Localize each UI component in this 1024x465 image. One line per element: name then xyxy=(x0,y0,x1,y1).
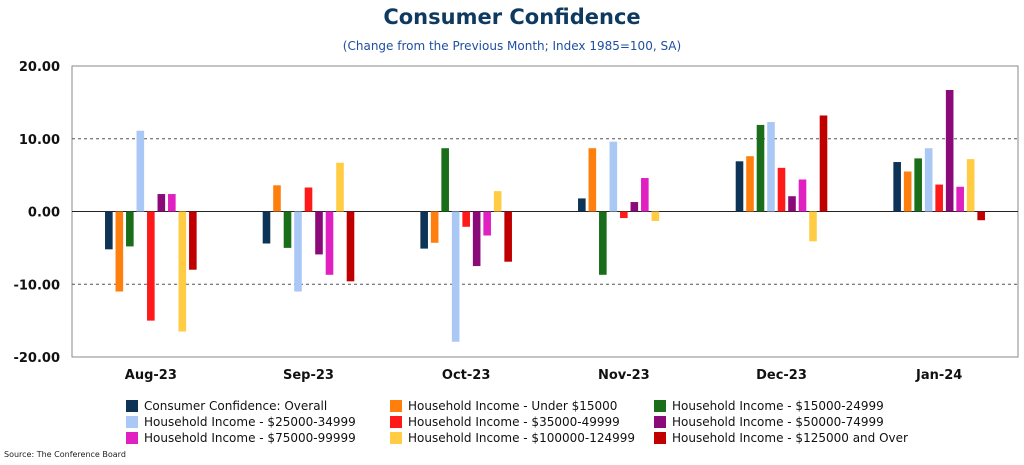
bar-dec-23-series-7 xyxy=(798,179,807,212)
x-tick-label: Jan-24 xyxy=(915,368,962,383)
legend-swatch xyxy=(654,416,666,428)
legend-item: Household Income - $50000-74999 xyxy=(654,415,884,429)
bar-sep-23-series-1 xyxy=(262,211,271,244)
bar-aug-23-series-9 xyxy=(189,211,197,270)
bar-nov-23-series-2 xyxy=(588,148,597,212)
bar-nov-23-series-8 xyxy=(651,211,660,221)
bar-sep-23-series-5 xyxy=(304,187,313,212)
legend-label: Household Income - $100000-124999 xyxy=(408,431,636,445)
legend-item: Household Income - $100000-124999 xyxy=(390,431,635,445)
source-note: Source: The Conference Board xyxy=(4,450,126,459)
legend-item: Consumer Confidence: Overall xyxy=(126,399,327,413)
bar-aug-23-series-7 xyxy=(168,194,176,212)
legend-swatch xyxy=(654,432,666,444)
legend-item: Household Income - $125000 and Over xyxy=(654,431,908,445)
bar-jan-24-series-5 xyxy=(935,184,943,212)
bar-nov-23-series-6 xyxy=(630,202,639,212)
bar-aug-23-series-6 xyxy=(157,194,166,212)
legend-swatch xyxy=(390,416,402,428)
bar-dec-23-series-4 xyxy=(767,122,775,212)
bar-sep-23-series-7 xyxy=(325,211,334,275)
bar-jan-24-series-4 xyxy=(924,148,933,212)
bar-jan-24-series-8 xyxy=(966,159,975,212)
bar-aug-23-series-4 xyxy=(136,130,145,212)
legend-item: Household Income - $25000-34999 xyxy=(126,415,356,429)
bar-oct-23-series-9 xyxy=(504,211,512,262)
legend-label: Household Income - $15000-24999 xyxy=(672,399,884,413)
bar-oct-23-series-5 xyxy=(462,211,470,227)
bar-dec-23-series-5 xyxy=(777,167,786,212)
legend-item: Household Income - $35000-49999 xyxy=(390,415,620,429)
bar-aug-23-series-3 xyxy=(126,211,134,247)
legend-swatch xyxy=(654,400,666,412)
y-tick-label: 0.00 xyxy=(28,206,60,221)
bar-oct-23-series-3 xyxy=(441,148,449,212)
bar-oct-23-series-1 xyxy=(420,211,428,249)
bar-oct-23-series-4 xyxy=(451,211,460,342)
bar-jan-24-series-6 xyxy=(945,90,954,212)
bar-oct-23-series-6 xyxy=(472,211,481,267)
legend-swatch xyxy=(390,400,402,412)
legend-swatch xyxy=(126,400,138,412)
y-tick-label: 20.00 xyxy=(19,60,60,75)
bar-dec-23-series-1 xyxy=(735,161,744,212)
y-tick-label: -10.00 xyxy=(13,278,60,293)
bar-jan-24-series-3 xyxy=(914,158,922,212)
bar-aug-23-series-8 xyxy=(178,211,187,332)
bar-jan-24-series-2 xyxy=(903,171,912,212)
bar-nov-23-series-4 xyxy=(609,141,618,212)
x-tick-label: Oct-23 xyxy=(442,368,490,383)
bar-oct-23-series-8 xyxy=(493,191,502,212)
legend-label: Household Income - $75000-99999 xyxy=(144,431,356,445)
bar-sep-23-series-6 xyxy=(315,211,323,255)
legend-item: Household Income - Under $15000 xyxy=(390,399,617,413)
bar-sep-23-series-8 xyxy=(336,162,344,212)
legend-label: Household Income - $25000-34999 xyxy=(144,415,356,429)
chart-subtitle: (Change from the Previous Month; Index 1… xyxy=(342,39,682,53)
legend-label: Household Income - $50000-74999 xyxy=(672,415,884,429)
bar-nov-23-series-1 xyxy=(578,198,586,212)
legend-label: Household Income - Under $15000 xyxy=(408,399,618,413)
legend-swatch xyxy=(126,432,138,444)
legend-label: Consumer Confidence: Overall xyxy=(144,399,328,413)
bar-sep-23-series-3 xyxy=(283,211,292,248)
legend-label: Household Income - $125000 and Over xyxy=(672,431,908,445)
legend-swatch xyxy=(390,432,402,444)
bar-sep-23-series-2 xyxy=(273,185,281,212)
y-tick-label: -20.00 xyxy=(13,351,60,366)
bar-dec-23-series-8 xyxy=(809,211,817,242)
x-tick-label: Sep-23 xyxy=(283,368,334,383)
bar-jan-24-series-1 xyxy=(893,162,901,212)
x-tick-label: Aug-23 xyxy=(125,368,177,383)
bar-jan-24-series-9 xyxy=(977,211,985,221)
bar-dec-23-series-9 xyxy=(819,115,828,212)
bar-oct-23-series-7 xyxy=(483,211,491,236)
bar-dec-23-series-2 xyxy=(746,156,754,212)
chart-title: Consumer Confidence xyxy=(383,5,641,29)
bar-nov-23-series-5 xyxy=(620,211,628,219)
bar-dec-23-series-6 xyxy=(788,196,796,212)
bar-chart: -20.00 -10.00 0.00 10.00 20.00 Aug-23 Sep-23 Oc… xyxy=(13,60,1019,383)
bar-aug-23-series-2 xyxy=(115,211,124,292)
legend-swatch xyxy=(126,416,138,428)
y-tick-label: 10.00 xyxy=(19,133,60,148)
legend-label: Household Income - $35000-49999 xyxy=(408,415,620,429)
bar-sep-23-series-4 xyxy=(294,211,302,292)
bar-oct-23-series-2 xyxy=(430,211,439,243)
bar-nov-23-series-7 xyxy=(641,178,649,212)
legend-item: Household Income - $75000-99999 xyxy=(126,431,356,445)
legend-item: Household Income - $15000-24999 xyxy=(654,399,884,413)
bar-aug-23-series-5 xyxy=(147,211,155,321)
bar-nov-23-series-3 xyxy=(599,211,607,275)
bar-sep-23-series-9 xyxy=(346,211,355,282)
bar-jan-24-series-7 xyxy=(956,186,964,212)
bar-dec-23-series-3 xyxy=(756,124,765,212)
bar-aug-23-series-1 xyxy=(105,211,113,250)
x-tick-label: Nov-23 xyxy=(598,368,650,383)
x-tick-label: Dec-23 xyxy=(756,368,807,383)
